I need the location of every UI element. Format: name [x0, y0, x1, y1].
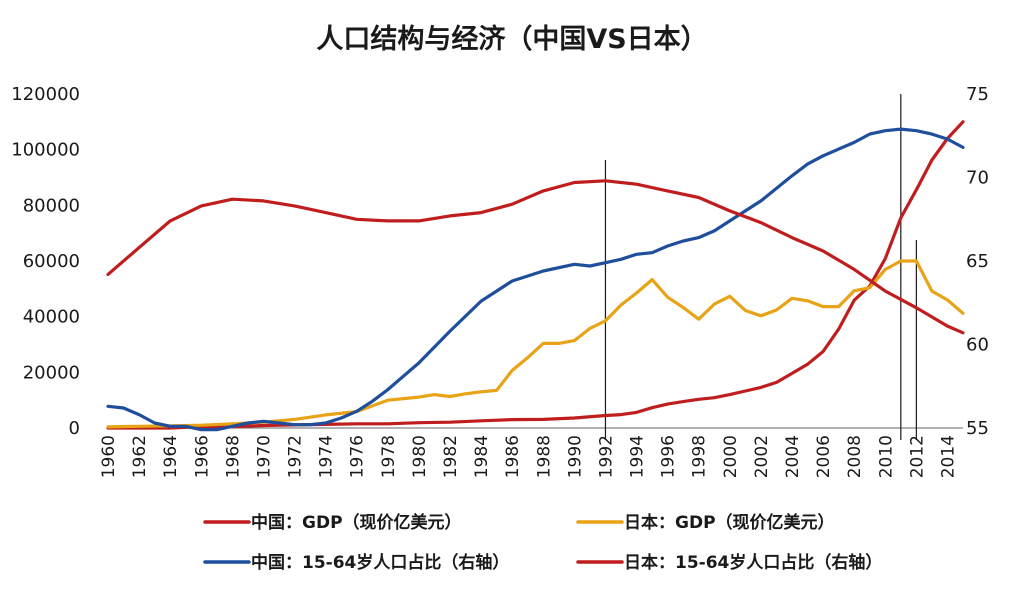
- x-tick-label: 1992: [596, 435, 616, 478]
- x-tick-label: 2012: [907, 435, 927, 478]
- x-tick-label: 1966: [192, 435, 212, 478]
- x-tick-label: 1982: [441, 435, 461, 478]
- legend: 中国：GDP（现价亿美元） 日本：GDP（现价亿美元） 中国：15-64岁人口占比（…: [203, 512, 882, 573]
- left-tick-label: 120000: [11, 84, 80, 105]
- left-tick-label: 20000: [23, 362, 80, 383]
- x-tick-label: 2006: [814, 435, 834, 478]
- chart-title: 人口结构与经济（中国VS日本）: [316, 23, 707, 55]
- left-tick-label: 100000: [11, 140, 80, 161]
- legend-label: 日本：15-64岁人口占比（右轴）: [624, 552, 882, 573]
- left-tick-label: 40000: [23, 307, 80, 328]
- series-line-1: [106, 259, 965, 429]
- x-tick-label: 2000: [721, 435, 741, 478]
- x-tick-label: 1986: [503, 435, 523, 478]
- x-tick-label: 1996: [659, 435, 679, 478]
- x-tick-label: 2002: [752, 435, 772, 478]
- left-tick-label: 80000: [23, 195, 80, 216]
- x-tick-label: 2010: [876, 435, 896, 478]
- x-tick-label: 1998: [690, 435, 710, 478]
- x-tick-label: 1962: [130, 435, 150, 478]
- x-tick-label: 1960: [99, 435, 119, 478]
- x-tick-label: 1984: [472, 435, 492, 478]
- x-tick-label: 1970: [254, 435, 274, 478]
- legend-label: 中国：GDP（现价亿美元）: [251, 512, 462, 533]
- x-tick-label: 1964: [161, 435, 181, 478]
- right-tick-label: 75: [966, 84, 989, 105]
- series-line-3: [106, 179, 965, 335]
- x-tick-label: 1972: [286, 435, 306, 478]
- left-axis-ticks: 0 20000 40000 60000 80000 100000 120000: [11, 84, 80, 439]
- left-tick-label: 60000: [23, 251, 80, 272]
- legend-label: 日本：GDP（现价亿美元）: [624, 512, 835, 533]
- x-tick-label: 2004: [783, 435, 803, 478]
- x-tick-label: 1990: [565, 435, 585, 478]
- x-tick-label: 2008: [845, 435, 865, 478]
- x-tick-label: 2014: [938, 435, 958, 478]
- right-axis-ticks: 55 60 65 70 75: [966, 84, 989, 439]
- vertical-markers: [604, 94, 917, 440]
- x-axis-ticks: 1960 1962 1964 1966 1968 1970 1972 1974 1976 1978…: [99, 435, 958, 478]
- x-tick-label: 1980: [410, 435, 430, 478]
- x-tick-label: 1968: [223, 435, 243, 478]
- x-tick-label: 1978: [379, 435, 399, 478]
- right-tick-label: 60: [966, 335, 989, 356]
- x-tick-label: 1976: [348, 435, 368, 478]
- x-tick-label: 1994: [628, 435, 648, 478]
- legend-label: 中国：15-64岁人口占比（右轴）: [251, 552, 509, 573]
- right-tick-label: 65: [966, 251, 989, 272]
- right-tick-label: 70: [966, 168, 989, 189]
- right-tick-label: 55: [966, 418, 989, 439]
- x-tick-label: 1988: [534, 435, 554, 478]
- series-line-2: [106, 127, 965, 432]
- left-tick-label: 0: [69, 418, 80, 439]
- series-lines: [106, 120, 965, 432]
- x-tick-label: 1974: [317, 435, 337, 478]
